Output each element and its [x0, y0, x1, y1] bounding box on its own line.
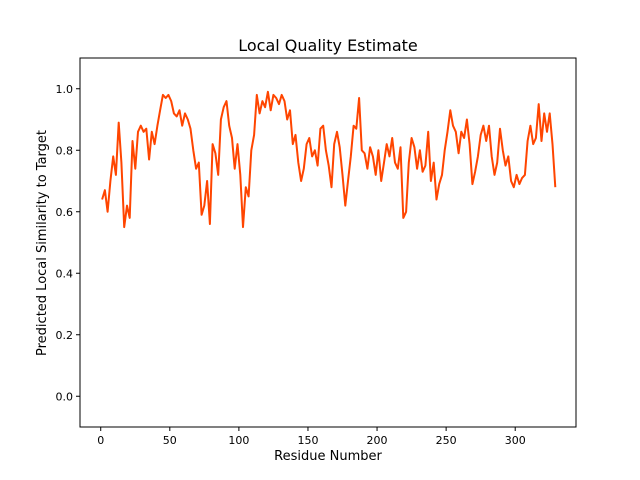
plot-area — [101, 90, 557, 229]
x-tick-label: 200 — [367, 434, 388, 447]
y-tick-label: 1.0 — [56, 83, 74, 96]
plot-frame — [79, 57, 577, 428]
x-tick-label: 300 — [505, 434, 526, 447]
y-tick-label: 0.0 — [56, 390, 74, 403]
x-tick-label: 100 — [228, 434, 249, 447]
x-tick-label: 0 — [97, 434, 104, 447]
y-tick-label: 0.2 — [56, 329, 74, 342]
y-tick-label: 0.4 — [56, 267, 74, 280]
y-tick-label: 0.6 — [56, 206, 74, 219]
chart-title: Local Quality Estimate — [238, 36, 417, 55]
x-tick-label: 50 — [163, 434, 177, 447]
x-axis-ticks: 0 50 100 150 200 250 300 — [97, 427, 526, 447]
series-line — [101, 90, 557, 229]
x-axis-label: Residue Number — [274, 449, 382, 464]
y-tick-label: 0.8 — [56, 144, 74, 157]
x-tick-label: 150 — [297, 434, 318, 447]
x-tick-label: 250 — [436, 434, 457, 447]
y-axis-label: Predicted Local Similarity to Target — [35, 130, 50, 356]
y-axis-ticks: 0.0 0.2 0.4 0.6 0.8 1.0 — [56, 83, 80, 403]
